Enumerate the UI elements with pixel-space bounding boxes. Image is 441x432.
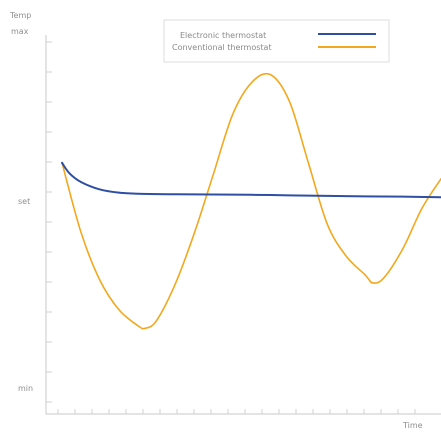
series-layer (61, 72, 441, 330)
x-axis-title: Time (402, 421, 423, 430)
electronic-thermostat-line (61, 161, 441, 199)
legend-label-conventional: Conventional thermostat (172, 43, 272, 52)
y-tick-label-min: min (18, 384, 33, 393)
conventional-thermostat-line (61, 72, 441, 330)
axis-layer (45, 35, 441, 415)
chart-legend: Electronic thermostat Conventional therm… (163, 19, 390, 63)
legend-box (163, 19, 390, 63)
y-axis-title: Temp (9, 11, 31, 20)
legend-label-electronic: Electronic thermostat (180, 31, 266, 40)
y-tick-label-max: max (11, 27, 29, 36)
y-tick-label-set: set (18, 197, 30, 206)
tick-layer (46, 41, 416, 414)
